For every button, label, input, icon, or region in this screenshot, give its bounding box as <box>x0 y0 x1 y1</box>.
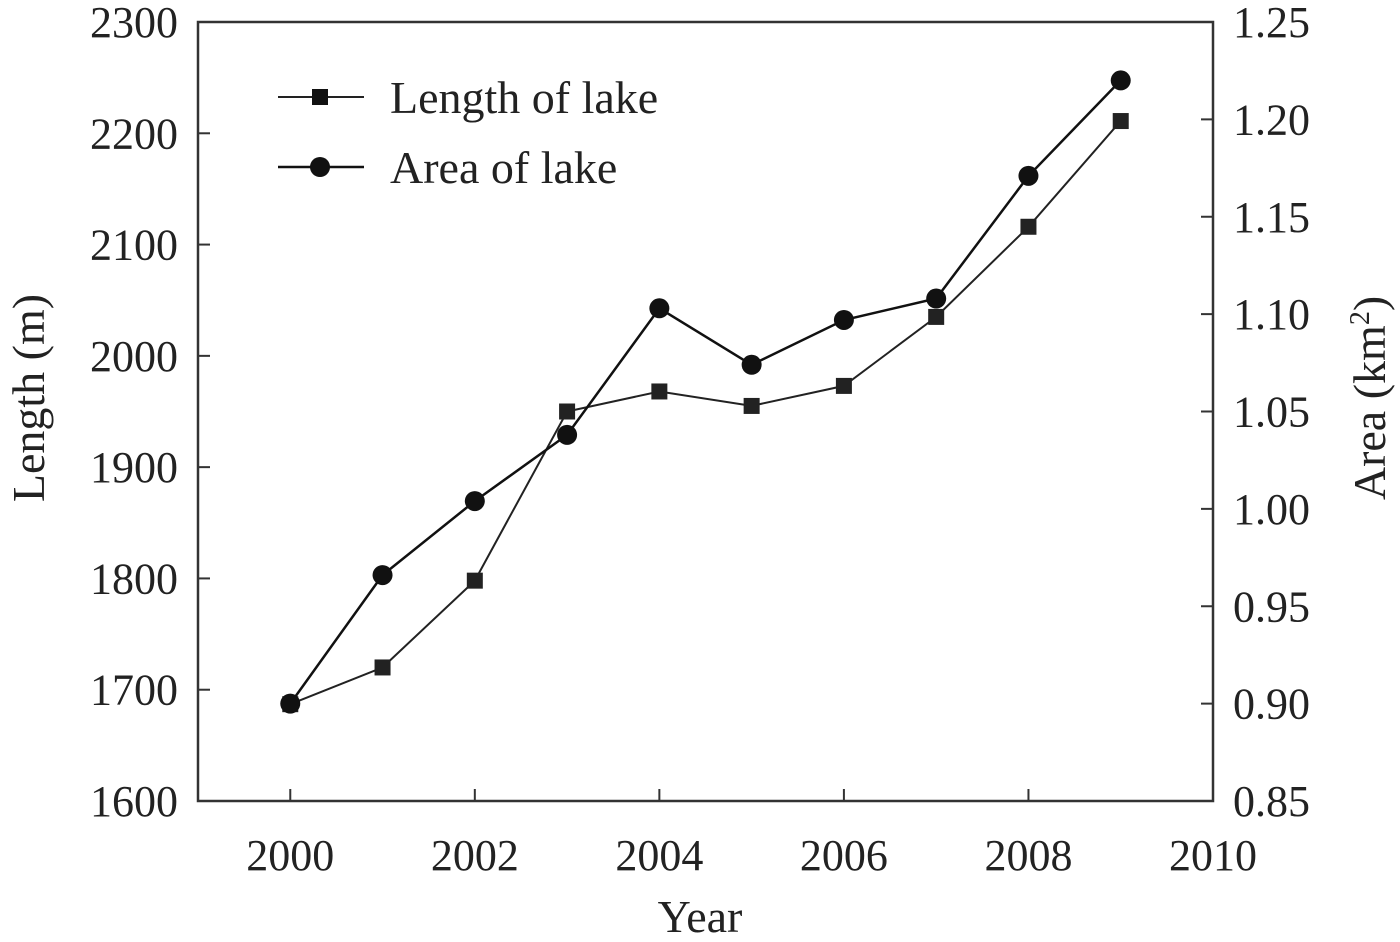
left-y-axis: 1600 1700 1800 1900 2000 2100 2200 2300 <box>90 0 210 826</box>
length-data-point <box>835 377 852 394</box>
left-y-tick-label: 1600 <box>90 777 178 826</box>
area-data-point <box>926 288 947 309</box>
x-tick-label: 2000 <box>246 831 334 880</box>
plot-frame <box>196 20 1215 803</box>
length-series-line <box>289 120 1122 706</box>
x-tick-label: 2002 <box>431 831 519 880</box>
left-y-tick-label: 2000 <box>90 332 178 381</box>
area-data-point <box>833 309 854 330</box>
area-data-point <box>1018 165 1039 186</box>
area-data-point <box>741 354 762 375</box>
left-y-tick-label: 2200 <box>90 109 178 158</box>
right-y-axis-title-superscript: 2 <box>1345 311 1376 325</box>
right-y-axis-title-text: Area (km <box>1344 325 1395 500</box>
length-data-point <box>1020 218 1037 235</box>
right-y-tick-label: 1.20 <box>1233 95 1310 144</box>
right-y-tick-label: 1.00 <box>1233 485 1310 534</box>
length-data-point <box>374 659 391 676</box>
right-y-tick-label: 1.15 <box>1233 193 1310 242</box>
right-y-axis: 0.85 0.90 0.95 1.00 1.05 1.10 1.15 1.20 1.25 <box>1201 0 1310 826</box>
series-layer <box>280 70 1131 714</box>
left-y-axis-title: Length (m) <box>3 294 54 502</box>
left-y-tick-label: 1900 <box>90 443 178 492</box>
legend: Length of lake Area of lake <box>278 72 658 193</box>
right-y-tick-label: 1.25 <box>1233 0 1310 47</box>
area-series-line <box>289 79 1122 705</box>
x-tick-label: 2010 <box>1169 831 1257 880</box>
area-data-point <box>1110 70 1131 91</box>
legend-marker-square <box>312 89 328 105</box>
left-y-tick-label: 1700 <box>90 666 178 715</box>
left-y-tick-label: 1800 <box>90 554 178 603</box>
length-data-point <box>651 383 668 400</box>
right-y-tick-label: 0.85 <box>1233 777 1310 826</box>
right-y-axis-title: Area (km2) <box>1344 296 1395 500</box>
area-data-point <box>649 298 670 319</box>
area-data-point <box>557 424 578 445</box>
area-data-point <box>372 565 393 586</box>
right-y-axis-title-close: ) <box>1344 296 1395 311</box>
right-y-tick-label: 1.10 <box>1233 290 1310 339</box>
right-y-tick-label: 0.90 <box>1233 680 1310 729</box>
length-data-point <box>559 403 576 420</box>
x-axis: 2000 2002 2004 2006 2008 2010 <box>246 789 1257 880</box>
legend-item-length: Length of lake <box>278 72 658 123</box>
x-tick-label: 2008 <box>984 831 1072 880</box>
length-data-point <box>928 308 945 325</box>
x-tick-label: 2004 <box>615 831 703 880</box>
length-data-point <box>743 397 760 414</box>
x-axis-title: Year <box>658 891 743 942</box>
left-y-tick-label: 2100 <box>90 221 178 270</box>
right-y-tick-label: 1.05 <box>1233 388 1310 437</box>
legend-label-length: Length of lake <box>390 72 658 123</box>
legend-item-area: Area of lake <box>278 142 617 193</box>
right-y-tick-label: 0.95 <box>1233 582 1310 631</box>
length-data-point <box>1112 113 1129 130</box>
area-data-point <box>280 693 301 714</box>
legend-marker-circle <box>310 157 330 177</box>
legend-label-area: Area of lake <box>390 142 617 193</box>
x-tick-label: 2006 <box>800 831 888 880</box>
left-y-tick-label: 2300 <box>90 0 178 47</box>
area-data-point <box>464 491 485 512</box>
length-data-point <box>466 572 483 589</box>
